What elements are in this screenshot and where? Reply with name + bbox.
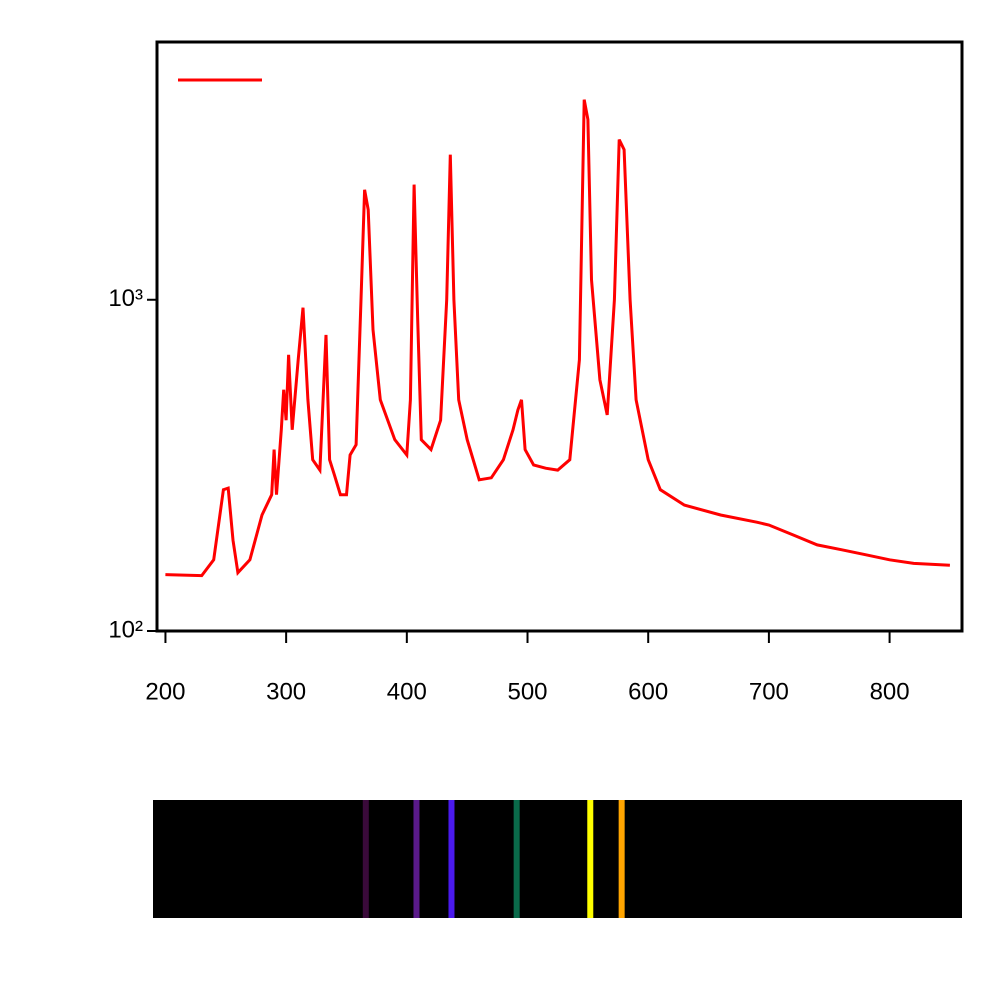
x-tick-label: 500 <box>507 678 547 705</box>
emission-line <box>448 800 455 918</box>
spectrum-line <box>165 99 950 578</box>
emission-line <box>413 800 420 918</box>
spectrum-bar <box>153 800 962 918</box>
x-tick-label: 200 <box>145 678 185 705</box>
plot-frame <box>155 40 964 633</box>
x-tick-label: 700 <box>749 678 789 705</box>
emission-line <box>513 800 520 918</box>
emission-line <box>362 800 369 918</box>
x-tick-label: 300 <box>266 678 306 705</box>
x-tick-label: 800 <box>870 678 910 705</box>
emission-line <box>618 800 625 918</box>
y-tick-label: 10³ <box>108 285 143 312</box>
x-tick-label: 400 <box>387 678 427 705</box>
emission-line <box>587 800 594 918</box>
y-tick-label: 10² <box>108 616 143 643</box>
x-tick-label: 600 <box>628 678 668 705</box>
